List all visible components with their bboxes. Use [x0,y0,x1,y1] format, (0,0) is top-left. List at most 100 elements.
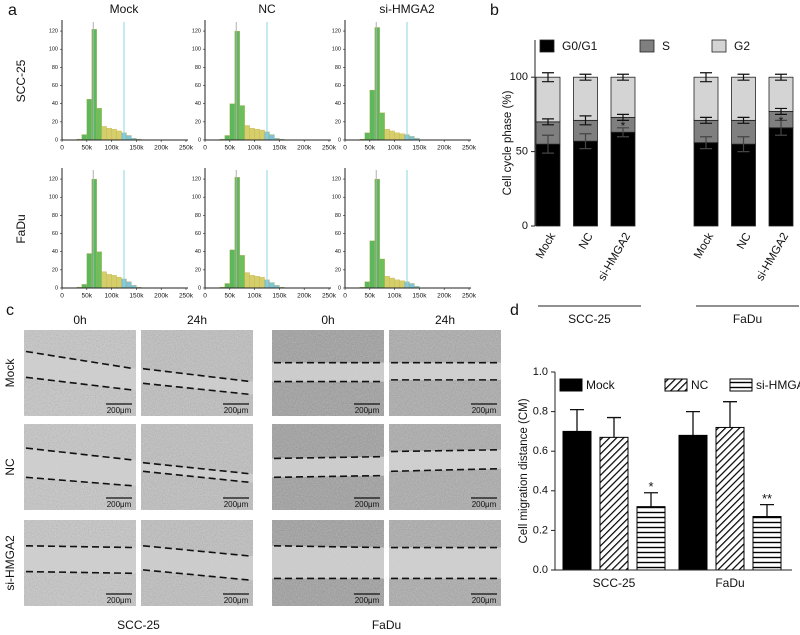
x-tick-label: 0 [60,145,64,152]
histogram-bar [239,105,245,141]
x-tick-label: SCC-25 [593,576,636,590]
error-bar [617,127,629,138]
histogram-bar [364,132,370,141]
y-tick-label: 0 [55,285,58,291]
histogram-bar [409,136,415,141]
y-tick-label: 120 [49,177,58,183]
x-tick-label: 50k [225,145,236,152]
column-title: NC [258,2,276,16]
wound-edge [273,545,383,549]
scale-bar-label: 200μm [355,500,380,509]
x-tick-label: 150k [272,145,287,152]
histogram-bar [96,108,102,141]
histogram-bar [86,99,92,141]
x-tick-label: 200k [437,145,452,152]
column-title: 0h [73,313,86,327]
error-bar [760,504,774,517]
histogram-bar [224,135,230,141]
y-tick-label: 0.2 [533,524,548,536]
error-bar [617,113,629,121]
histogram-bar [269,134,275,141]
wound-edge [142,382,252,396]
legend-label: NC [691,378,709,392]
group-label: SCC-25 [117,618,160,632]
significance: * [621,119,626,133]
histogram-bar [254,276,260,289]
wound-gap [24,351,136,391]
row-title: SCC-25 [14,59,28,102]
axis-line [61,168,188,289]
y-tick-label: 20 [195,267,201,273]
histogram-bar [249,128,255,141]
bar [599,436,629,571]
bar-segment [610,131,636,227]
histogram-bar [81,284,87,289]
histogram-bar [394,279,400,289]
histogram-bar [369,89,375,141]
error-bar [700,136,712,150]
x-tick-label: 200k [437,293,452,300]
x-tick-label: 250k [322,145,337,152]
x-tick-label: 250k [322,293,337,300]
x-tick-label: si-HMGA2 [754,231,791,283]
histogram-bar [259,129,265,141]
y-tick-label: 80 [52,65,58,71]
x-tick-label: 250k [179,293,194,300]
wound-edge [25,447,135,461]
error-bar [737,116,750,124]
row-title: Mock [3,358,17,388]
y-tick-label: 40 [195,101,201,107]
wound-edge [142,569,252,581]
wound-gap [389,449,501,472]
histogram-bar [384,128,390,141]
histogram-bar [234,177,240,289]
wound-gap [141,368,253,395]
histogram-bar [384,276,390,289]
x-tick-label: Mock [534,231,558,261]
error-bar [617,73,629,81]
y-tick-label: 100 [49,47,58,53]
y-tick-label: 60 [52,83,58,89]
panel-label: a [8,2,17,19]
legend-swatch [711,39,727,53]
x-tick-label: 150k [412,293,427,300]
x-tick-label: 150k [412,145,427,152]
row-title: NC [3,458,17,476]
legend-swatch [559,378,583,392]
histogram-bar [96,251,102,289]
histogram-bar [374,27,380,141]
histogram-bar [379,112,385,141]
legend-swatch [664,378,688,392]
y-tick-label: 80 [335,65,341,71]
axis-line [204,168,331,289]
y-tick-label: 60 [335,231,341,237]
y-tick-label: 80 [52,213,58,219]
error-bar [700,116,712,124]
x-tick-label: 0 [343,293,347,300]
bar-segment [610,76,636,118]
scale-bar-label: 200μm [224,596,249,605]
histogram-bar [106,128,112,141]
histogram-bar [224,283,230,289]
y-axis-title: Cell migration distance (CM) [518,398,530,543]
legend-swatch [539,39,555,53]
axis-line [554,372,792,571]
histogram-bar [254,128,260,141]
bar-segment [768,76,794,112]
y-tick-label: 1.0 [533,366,548,378]
y-tick-label: 20 [52,267,58,273]
y-tick-label: 120 [332,177,341,183]
y-tick-label: 40 [335,101,341,107]
x-tick-label: 250k [179,145,194,152]
legend-label: si-HMGA2 [756,378,800,392]
histogram-bar [249,275,255,289]
y-tick-label: 100 [192,47,201,53]
y-tick-label: 20 [52,119,58,125]
x-tick-label: 150k [129,293,144,300]
bar-segment [693,142,719,227]
x-tick-label: NC [577,231,596,251]
x-tick-label: 100k [248,145,263,152]
wound-edge [273,455,383,460]
axis-line [204,20,331,141]
